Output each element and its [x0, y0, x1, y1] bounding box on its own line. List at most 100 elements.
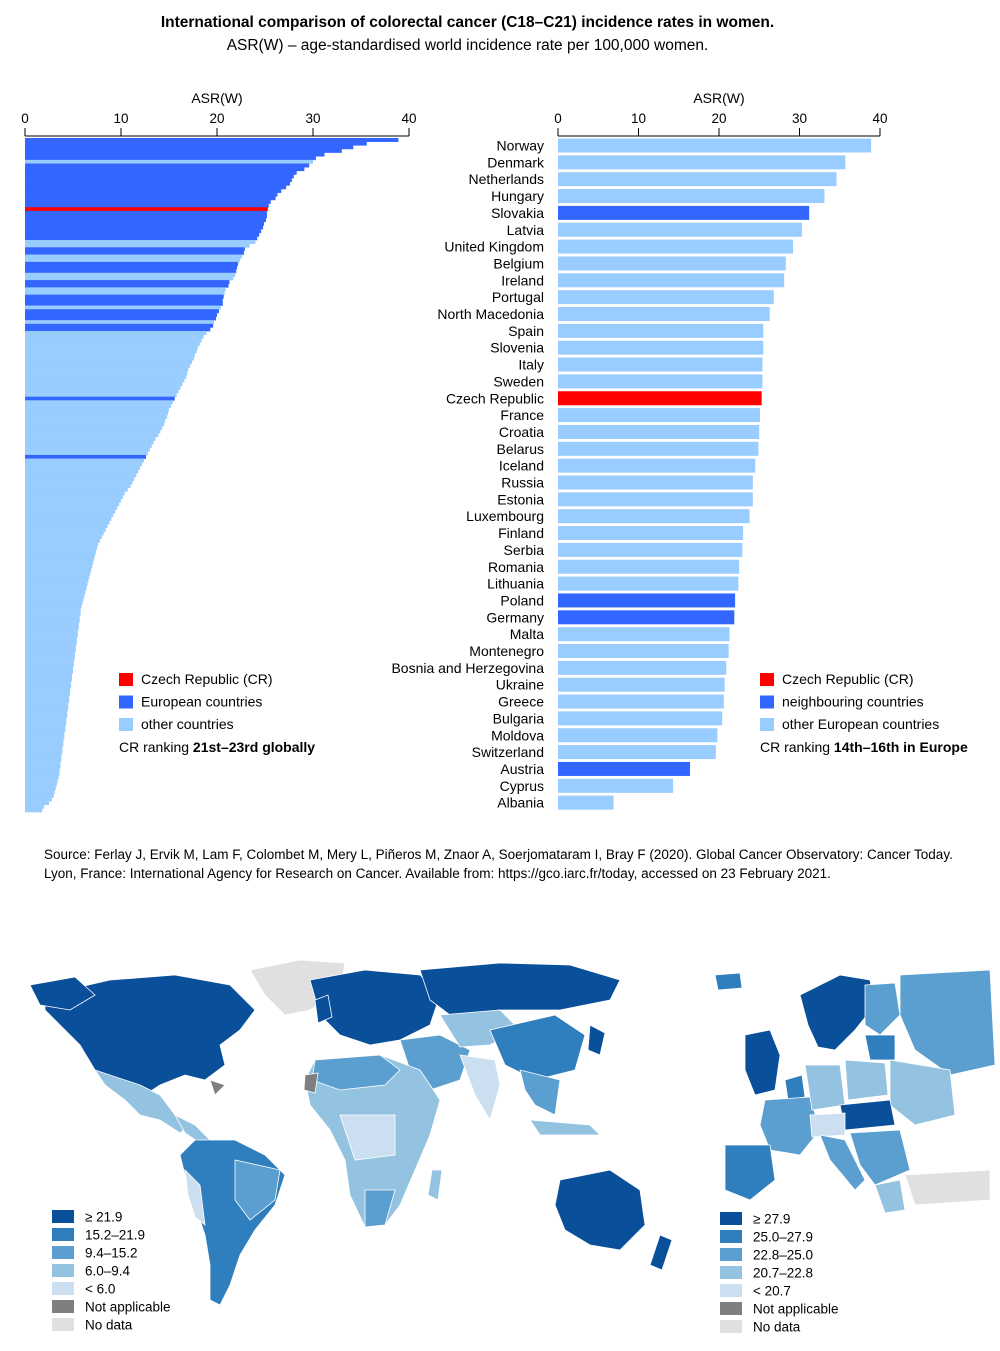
- bar: [25, 516, 112, 521]
- bar: [25, 556, 95, 561]
- map-region-mexico: [94, 1069, 191, 1134]
- country-label: Belgium: [493, 255, 544, 271]
- bar: [558, 441, 759, 456]
- bar: [25, 218, 266, 223]
- bar: [25, 327, 211, 332]
- bar: [25, 141, 367, 146]
- bar: [25, 396, 175, 401]
- bar: [25, 502, 120, 507]
- bar: [25, 775, 59, 780]
- bar: [25, 666, 73, 671]
- bar: [558, 610, 735, 625]
- bar: [25, 400, 173, 405]
- map-region-southern-africa: [364, 1189, 396, 1228]
- map-region-south-america: [179, 1139, 286, 1306]
- bar: [25, 334, 204, 339]
- bar: [25, 243, 250, 248]
- map-region-australia: [554, 1169, 646, 1251]
- bar: [25, 210, 267, 215]
- bar: [25, 301, 223, 306]
- bar: [25, 750, 63, 755]
- bar: [25, 589, 86, 594]
- chart-subtitle: ASR(W) – age-standardised world incidenc…: [226, 37, 709, 54]
- bar: [25, 385, 181, 390]
- country-label: Czech Republic: [446, 390, 544, 406]
- country-label: Albania: [497, 795, 544, 811]
- country-label: Poland: [500, 592, 544, 608]
- map-legend-swatch: [52, 1228, 74, 1241]
- bar: [25, 702, 69, 707]
- map-legend-label: 20.7–22.8: [753, 1266, 813, 1281]
- tick-label: 0: [21, 111, 29, 126]
- legend-swatch: [119, 718, 133, 731]
- bar: [25, 433, 159, 438]
- bar: [25, 662, 74, 667]
- bar: [25, 276, 234, 281]
- bar: [25, 604, 82, 609]
- map-region-balkans: [849, 1129, 911, 1186]
- map-region-alps: [809, 1112, 846, 1138]
- axis-title: ASR(W): [693, 90, 744, 106]
- country-label: Italy: [518, 357, 544, 373]
- global-bar-chart: ASR(W) 0 10 20 30 40 Czech Republic (CR) Europe…: [21, 90, 417, 813]
- bar: [25, 586, 87, 591]
- bar: [25, 571, 91, 576]
- country-label: Romania: [488, 559, 544, 575]
- bar: [25, 338, 202, 343]
- bar: [25, 618, 80, 623]
- country-label: Ukraine: [496, 677, 544, 693]
- tick-label: 30: [305, 111, 320, 126]
- bar: [558, 408, 761, 423]
- bar: [25, 280, 230, 285]
- bar: [558, 492, 753, 507]
- source-note: Source: Ferlay J, Ervik M, Lam F, Colomb…: [44, 847, 953, 881]
- country-label: Austria: [500, 761, 544, 777]
- map-legend-label: < 6.0: [85, 1282, 115, 1297]
- bar: [25, 229, 262, 234]
- bar: [25, 349, 197, 354]
- country-label: Cyprus: [500, 778, 544, 794]
- map-region-italy: [819, 1134, 866, 1191]
- bar: [25, 331, 207, 336]
- country-label: Hungary: [491, 188, 544, 204]
- map-legend-label: No data: [753, 1320, 801, 1335]
- bar: [25, 323, 214, 328]
- country-label: Moldova: [491, 727, 544, 743]
- bar: [25, 509, 116, 514]
- bar: [25, 250, 244, 255]
- tick-label: 20: [209, 111, 224, 126]
- country-label: Slovenia: [490, 340, 544, 356]
- bar: [25, 352, 195, 357]
- europe-map: ≥ 27.9 25.0–27.9 22.8–25.0 20.7–22.8 < 20.7 N…: [714, 969, 996, 1335]
- bar: [25, 535, 102, 540]
- bar: [558, 644, 729, 658]
- bar: [25, 593, 85, 598]
- legend-label: Czech Republic (CR): [141, 671, 272, 687]
- bar: [558, 205, 810, 220]
- map-legend-label: 25.0–27.9: [753, 1230, 813, 1245]
- map-legend-swatch: [720, 1212, 742, 1225]
- bar: [558, 761, 691, 776]
- bar: [558, 290, 774, 305]
- bar: [25, 648, 76, 652]
- bar: [25, 615, 80, 620]
- bar: [25, 699, 70, 704]
- map-legend-label: 9.4–15.2: [85, 1246, 138, 1261]
- bar: [25, 447, 150, 452]
- bar: [25, 254, 242, 259]
- bar: [25, 258, 241, 263]
- bar: [25, 764, 61, 769]
- bar: [558, 273, 785, 288]
- bar: [25, 626, 79, 631]
- bar: [25, 411, 169, 416]
- world-map: ≥ 21.9 15.2–21.9 9.4–15.2 6.0–9.4 < 6.0 Not a…: [29, 959, 673, 1333]
- legend-label: neighbouring countries: [782, 694, 924, 710]
- bar: [25, 451, 148, 456]
- bar: [25, 163, 310, 168]
- bar: [25, 728, 66, 733]
- bar: [25, 688, 71, 693]
- ranking-note: CR ranking 14th–16th in Europe: [760, 739, 968, 755]
- bar: [25, 739, 64, 744]
- map-legend-swatch: [52, 1246, 74, 1259]
- bar: [25, 622, 79, 627]
